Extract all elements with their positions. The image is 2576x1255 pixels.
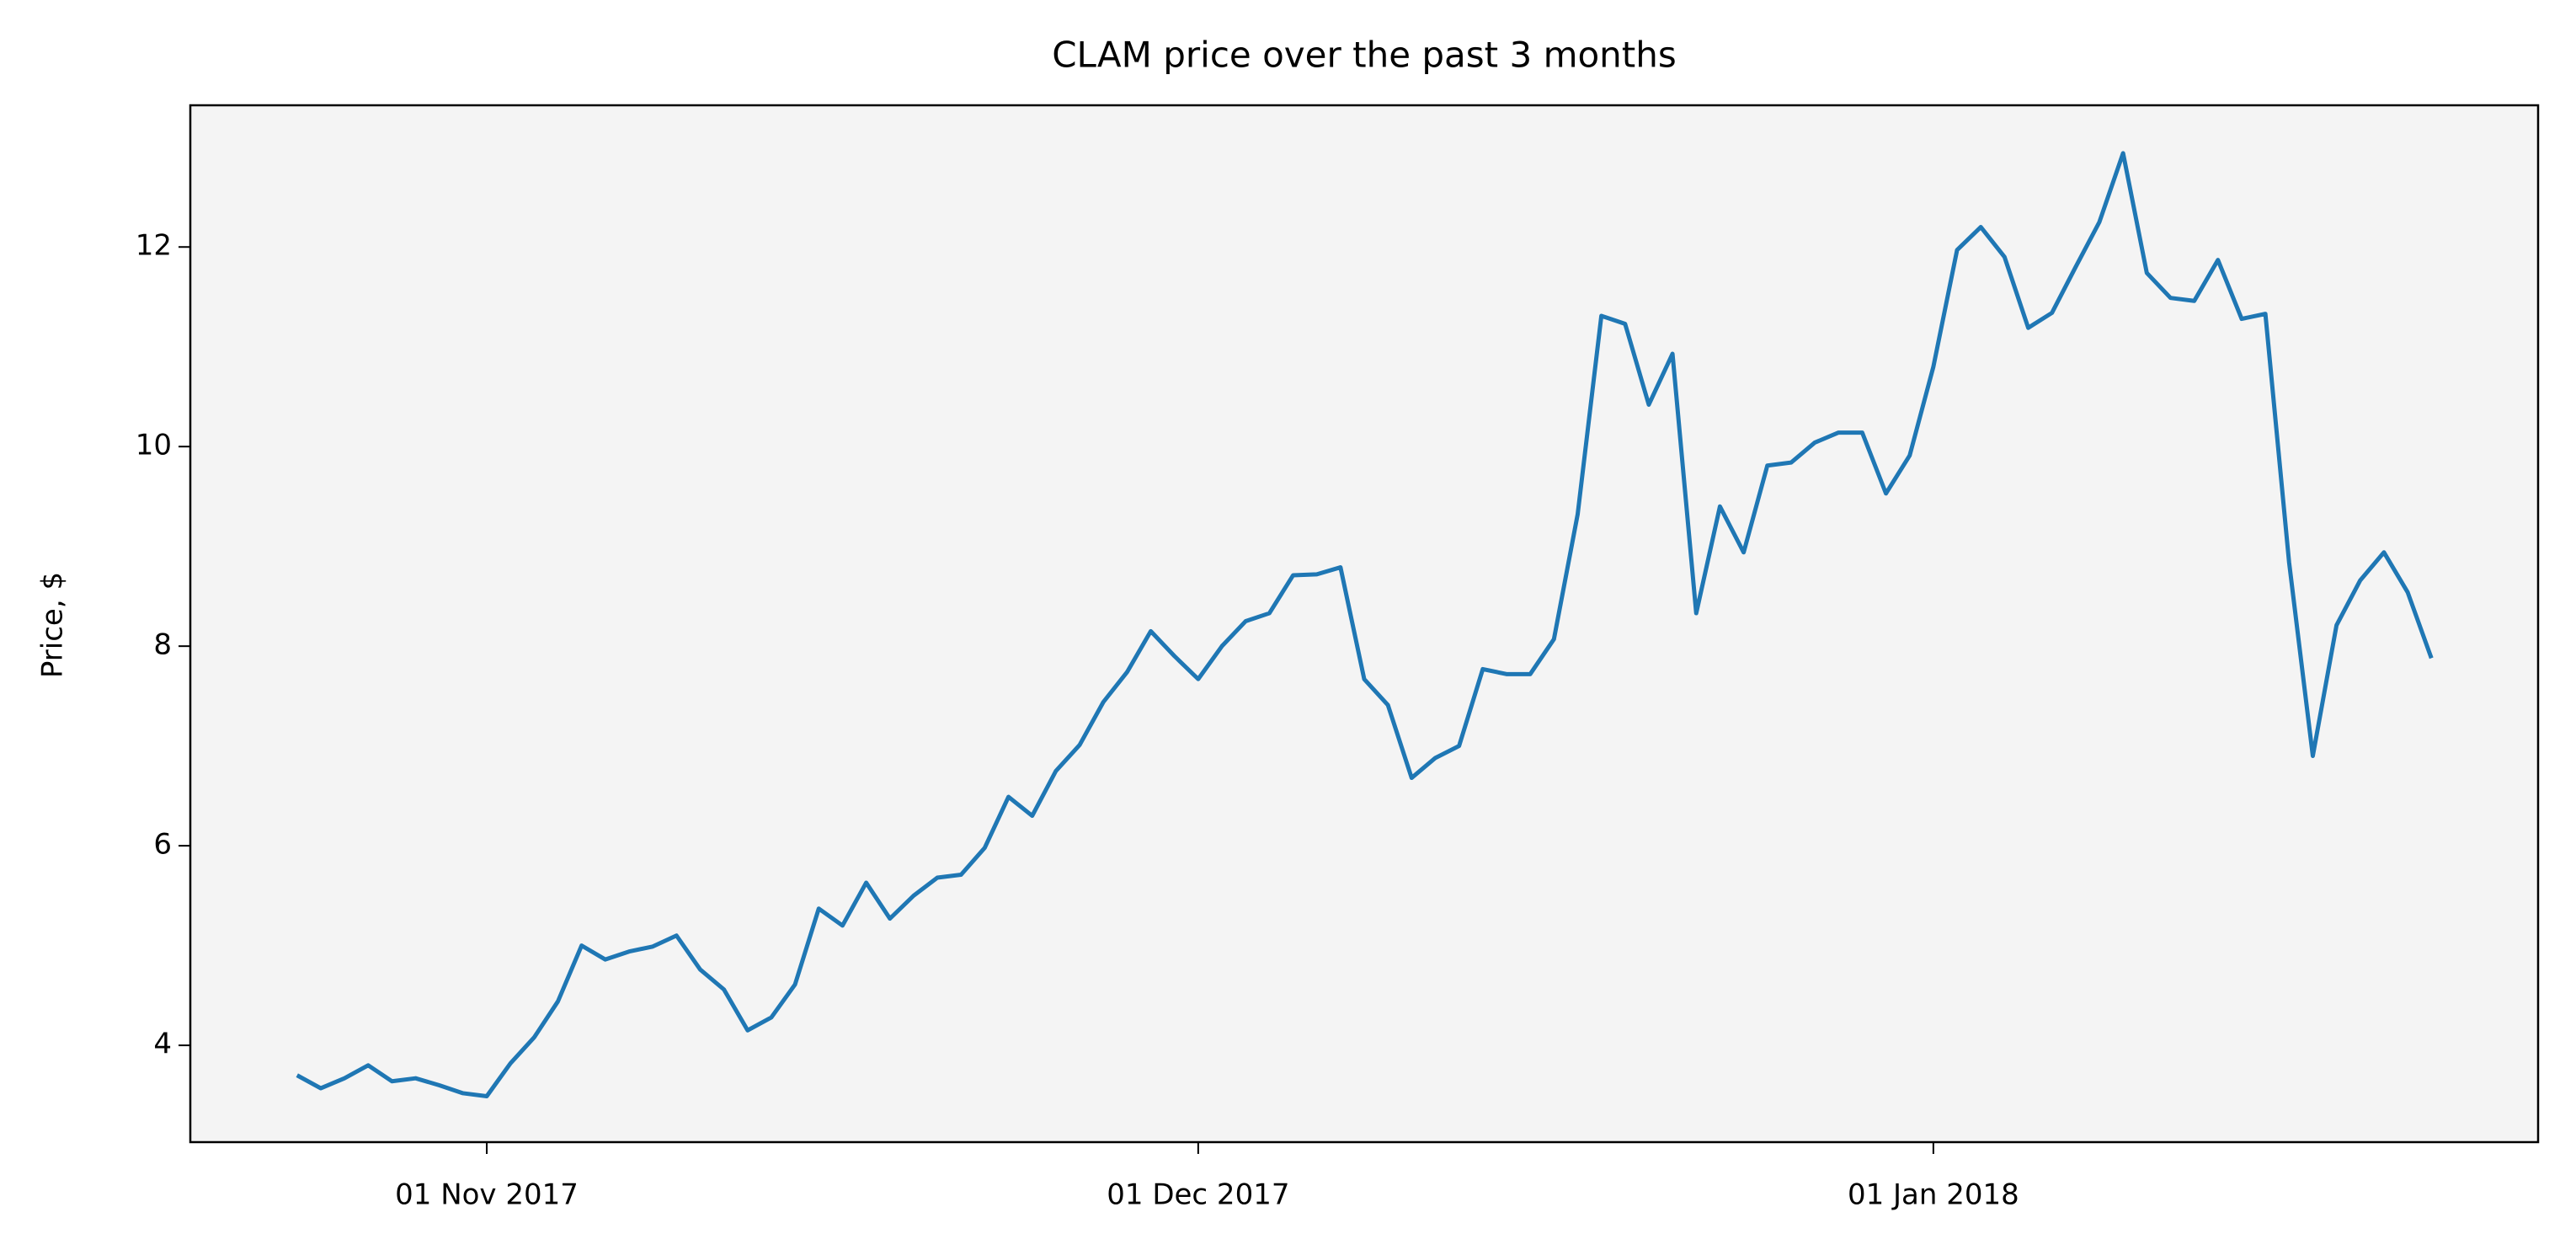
plot-frame	[189, 104, 2540, 1144]
y-tick-label: 6	[153, 828, 172, 862]
y-tick-label: 10	[136, 429, 172, 462]
y-tick-label: 12	[136, 229, 172, 263]
price-line	[296, 151, 2434, 1098]
x-tick-label: 01 Nov 2017	[395, 1178, 579, 1212]
chart-title: CLAM price over the past 3 months	[1052, 35, 1677, 76]
y-tick-label: 4	[153, 1028, 172, 1061]
y-axis-label: Price, $	[36, 572, 70, 678]
x-tick-label: 01 Jan 2018	[1848, 1178, 2019, 1212]
y-tick-label: 8	[153, 628, 172, 662]
x-tick-label: 01 Dec 2017	[1107, 1178, 1289, 1212]
plot-area	[190, 105, 2538, 1142]
